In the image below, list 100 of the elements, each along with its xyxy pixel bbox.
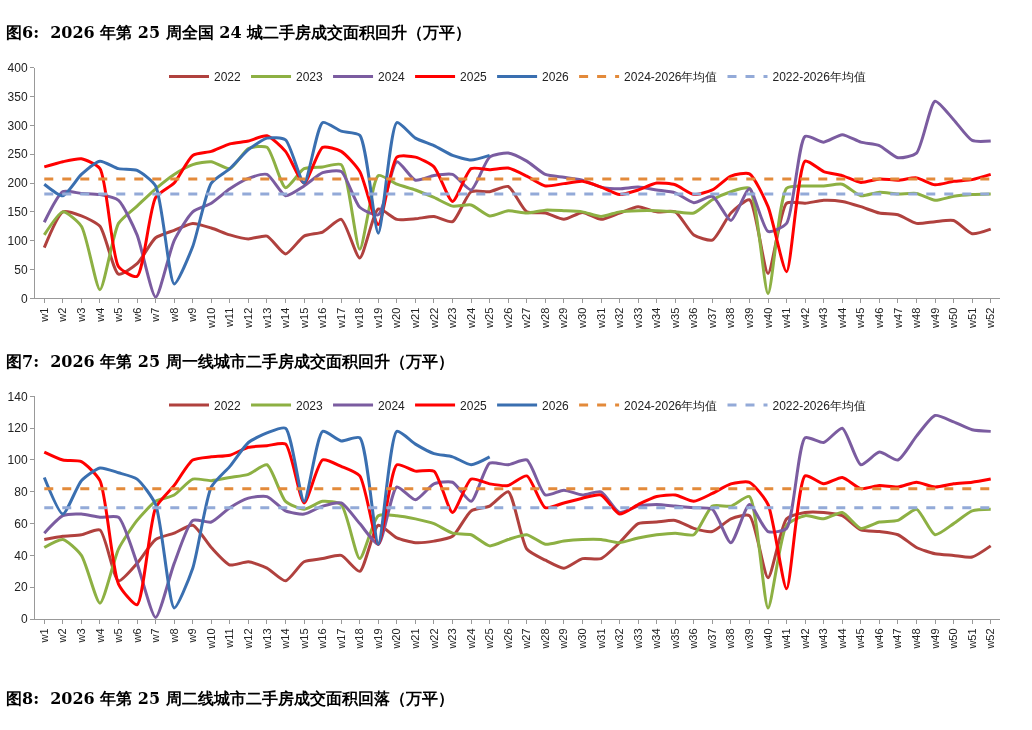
x-tick-label: w22 bbox=[427, 628, 440, 650]
x-tick-label: w16 bbox=[316, 628, 329, 650]
x-tick-label: w19 bbox=[371, 307, 384, 329]
x-tick-label: w41 bbox=[780, 628, 793, 650]
x-tick-label: w16 bbox=[316, 307, 329, 329]
x-tick-label: w9 bbox=[186, 628, 199, 644]
x-tick-label: w11 bbox=[223, 307, 236, 329]
caption: 图8: 2026 年第 25 周二线城市二手房成交面积回落（万平） bbox=[6, 689, 454, 708]
x-tick-label: w5 bbox=[112, 307, 125, 323]
x-tick-label: w36 bbox=[687, 628, 700, 650]
y-tick-label: 100 bbox=[7, 233, 28, 248]
x-tick-label: w10 bbox=[204, 307, 217, 329]
x-tick-label: w15 bbox=[297, 628, 310, 650]
x-tick-label: w26 bbox=[501, 307, 514, 329]
x-tick-label: w29 bbox=[557, 628, 570, 650]
x-tick-label: w19 bbox=[371, 628, 384, 650]
x-tick-label: w4 bbox=[93, 628, 106, 644]
x-tick-label: w6 bbox=[130, 628, 143, 644]
legend-label: 2026 bbox=[542, 70, 570, 85]
x-tick-label: w29 bbox=[557, 307, 570, 329]
x-tick-label: w7 bbox=[149, 307, 162, 323]
y-tick-label: 0 bbox=[20, 612, 28, 627]
x-tick-label: w42 bbox=[798, 628, 811, 650]
x-tick-label: w40 bbox=[761, 628, 774, 650]
x-tick-label: w27 bbox=[520, 307, 533, 329]
x-tick-label: w42 bbox=[798, 307, 811, 329]
legend-label: 2026 bbox=[542, 398, 570, 413]
x-tick-label: w34 bbox=[650, 307, 663, 329]
y-tick-label: 400 bbox=[7, 61, 28, 76]
x-tick-label: w38 bbox=[724, 307, 737, 329]
x-tick-label: w35 bbox=[668, 628, 681, 650]
x-tick-label: w30 bbox=[576, 628, 589, 650]
x-tick-label: w17 bbox=[334, 307, 347, 329]
x-tick-label: w1 bbox=[37, 628, 50, 644]
x-tick-label: w8 bbox=[167, 307, 180, 323]
x-tick-label: w18 bbox=[353, 628, 366, 650]
y-tick-label: 140 bbox=[7, 389, 28, 404]
y-tick-label: 300 bbox=[7, 118, 28, 133]
x-tick-label: w13 bbox=[260, 307, 273, 329]
x-tick-label: w20 bbox=[390, 628, 403, 650]
x-tick-label: w17 bbox=[334, 628, 347, 650]
x-tick-label: w39 bbox=[743, 628, 756, 650]
x-tick-label: w4 bbox=[93, 307, 106, 323]
x-tick-label: w10 bbox=[204, 628, 217, 650]
x-tick-label: w50 bbox=[947, 307, 960, 329]
x-tick-label: w35 bbox=[668, 307, 681, 329]
x-tick-label: w25 bbox=[483, 628, 496, 650]
x-tick-label: w49 bbox=[928, 307, 941, 329]
legend-label: 2023 bbox=[296, 398, 324, 413]
x-tick-label: w48 bbox=[910, 307, 923, 329]
x-tick-label: w24 bbox=[464, 307, 477, 329]
legend-label: 2024-2026年均值 bbox=[624, 398, 718, 413]
line-series bbox=[42, 426, 492, 610]
x-tick-label: w44 bbox=[835, 307, 848, 329]
x-tick-label: w7 bbox=[149, 628, 162, 644]
x-tick-label: w34 bbox=[650, 628, 663, 650]
x-tick-label: w46 bbox=[872, 307, 885, 329]
x-tick-label: w14 bbox=[279, 307, 292, 329]
x-tick-label: w23 bbox=[446, 628, 459, 650]
x-tick-label: w28 bbox=[538, 628, 551, 650]
y-tick-label: 120 bbox=[7, 421, 28, 436]
x-tick-label: w3 bbox=[74, 307, 87, 323]
y-tick-label: 350 bbox=[7, 89, 28, 104]
x-tick-label: w12 bbox=[241, 628, 254, 650]
x-tick-label: w27 bbox=[520, 628, 533, 650]
y-tick-label: 100 bbox=[7, 453, 28, 468]
x-tick-label: w36 bbox=[687, 307, 700, 329]
y-tick-label: 60 bbox=[14, 516, 28, 531]
x-tick-label: w31 bbox=[594, 307, 607, 329]
line-series bbox=[42, 413, 993, 619]
x-tick-label: w52 bbox=[984, 307, 997, 329]
x-tick-label: w51 bbox=[965, 307, 978, 329]
x-tick-label: w47 bbox=[891, 628, 904, 650]
x-tick-label: w39 bbox=[743, 307, 756, 329]
line-series bbox=[42, 121, 492, 286]
y-tick-label: 50 bbox=[14, 262, 28, 277]
x-tick-label: w9 bbox=[186, 307, 199, 323]
x-tick-label: w30 bbox=[576, 307, 589, 329]
legend-label: 2025 bbox=[460, 398, 488, 413]
y-tick-label: 0 bbox=[20, 291, 28, 306]
x-tick-label: w2 bbox=[56, 307, 69, 323]
legend-label: 2022-2026年均值 bbox=[772, 398, 866, 413]
legend-label: 2023 bbox=[296, 70, 324, 85]
y-tick-label: 150 bbox=[7, 205, 28, 220]
x-tick-label: w37 bbox=[705, 628, 718, 650]
x-tick-label: w33 bbox=[631, 307, 644, 329]
legend-label: 2024 bbox=[378, 70, 406, 85]
x-tick-label: w31 bbox=[594, 628, 607, 650]
x-tick-label: w52 bbox=[984, 628, 997, 650]
x-tick-label: w47 bbox=[891, 307, 904, 329]
y-tick-label: 250 bbox=[7, 147, 28, 162]
x-tick-label: w5 bbox=[112, 628, 125, 644]
legend-label: 2022-2026年均值 bbox=[772, 70, 866, 85]
y-tick-label: 200 bbox=[7, 176, 28, 191]
x-tick-label: w38 bbox=[724, 628, 737, 650]
x-tick-label: w45 bbox=[854, 307, 867, 329]
y-tick-label: 80 bbox=[14, 485, 28, 500]
x-tick-label: w21 bbox=[409, 307, 422, 329]
x-tick-label: w37 bbox=[705, 307, 718, 329]
legend-label: 2022 bbox=[214, 398, 242, 413]
